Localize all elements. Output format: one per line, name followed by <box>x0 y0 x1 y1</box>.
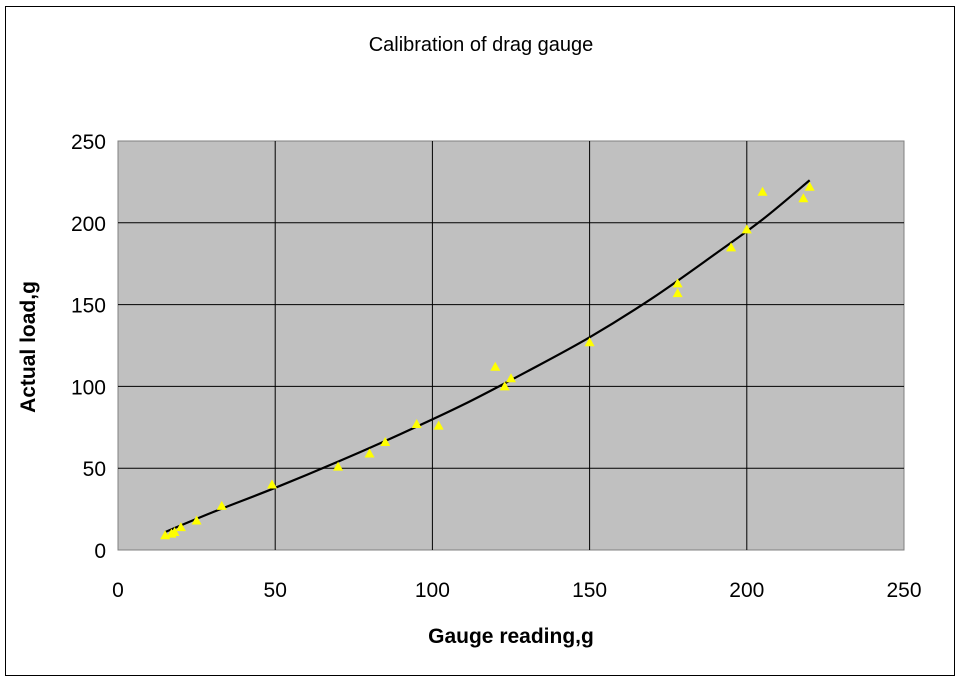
y-tick-label: 100 <box>71 376 106 399</box>
x-tick-label: 250 <box>886 579 921 602</box>
plot-area <box>117 140 905 551</box>
x-tick-label: 150 <box>572 579 607 602</box>
data-point <box>741 224 752 234</box>
data-point <box>672 288 683 298</box>
chart-title: Calibration of drag gauge <box>369 34 594 56</box>
data-point <box>169 527 180 537</box>
data-point <box>757 186 768 196</box>
data-point <box>672 278 683 288</box>
data-points <box>160 181 815 540</box>
data-point <box>804 181 815 191</box>
data-point <box>175 522 186 532</box>
data-point <box>411 419 422 429</box>
data-point <box>499 381 510 391</box>
x-tick-label: 100 <box>415 579 450 602</box>
data-point <box>798 193 809 203</box>
x-tick-label: 200 <box>729 579 764 602</box>
y-tick-label: 50 <box>83 458 106 481</box>
y-tick-label: 200 <box>71 213 106 236</box>
y-tick-labels: 0 50 100 150 200 250 <box>71 131 106 563</box>
y-tick-label: 250 <box>71 131 106 154</box>
data-point <box>267 479 278 489</box>
y-tick-label: 150 <box>71 295 106 318</box>
data-point <box>380 437 391 447</box>
chart-frame: Calibration of drag gauge 0 50 100 150 200 25… <box>5 6 955 676</box>
trendline <box>164 179 811 534</box>
y-axis-label: Actual load,g <box>17 281 40 413</box>
x-axis-label: Gauge reading,g <box>428 625 594 648</box>
data-point <box>490 361 501 371</box>
data-point <box>506 373 516 383</box>
data-point <box>191 515 202 525</box>
x-tick-labels: 0 50 100 150 200 250 <box>112 579 921 602</box>
data-point <box>433 420 444 430</box>
y-tick-label: 0 <box>94 540 106 563</box>
plot-background <box>117 140 905 551</box>
data-point <box>584 337 595 347</box>
data-point <box>726 242 737 252</box>
grid-lines <box>118 141 904 550</box>
data-point <box>216 500 227 510</box>
data-point <box>364 448 375 458</box>
scatter-chart: Calibration of drag gauge 0 50 100 150 200 25… <box>17 34 922 648</box>
x-tick-label: 0 <box>112 579 124 602</box>
x-tick-label: 50 <box>264 579 287 602</box>
data-point <box>333 461 344 471</box>
